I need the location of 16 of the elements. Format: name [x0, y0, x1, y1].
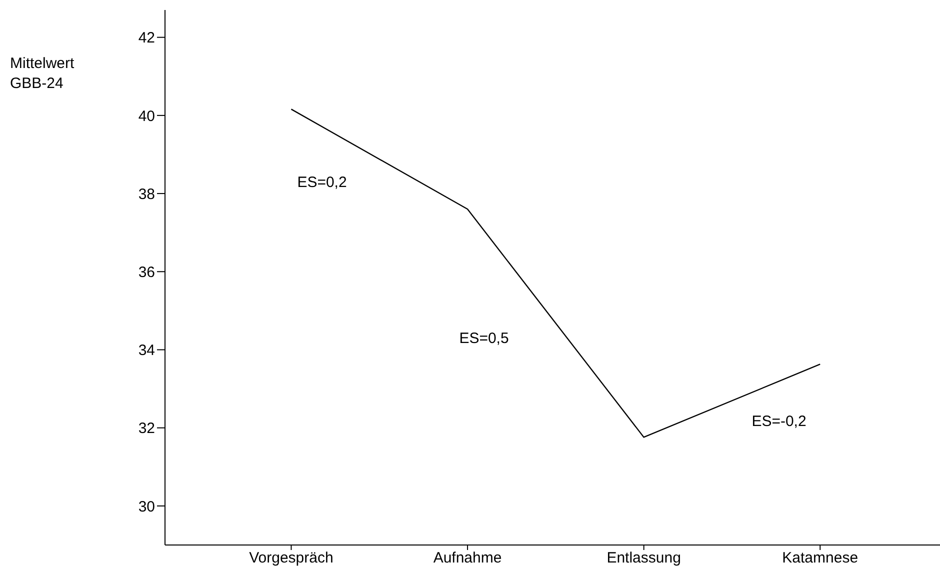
line-series [290, 108, 821, 438]
y-tick-label: 40 [138, 108, 155, 125]
annotation: ES=0,5 [459, 330, 509, 348]
annotation: ES=-0,2 [752, 413, 806, 431]
y-tick-label: 32 [138, 420, 155, 438]
y-axis-title: Mittelwert GBB-24 [10, 54, 74, 94]
x-tick-label: Vorgespräch [249, 550, 334, 566]
y-tick-label: 42 [138, 30, 155, 47]
y-tick-label: 36 [138, 264, 155, 281]
x-tick-label: Entlassung [606, 550, 681, 566]
y-tick-label: 38 [138, 186, 155, 203]
annotation: ES=0,2 [297, 174, 347, 192]
x-tick-label: Katamnese [782, 550, 858, 566]
y-tick-label: 30 [138, 498, 155, 516]
y-tick-label: 34 [138, 342, 155, 360]
x-tick-label: Aufnahme [433, 550, 502, 566]
